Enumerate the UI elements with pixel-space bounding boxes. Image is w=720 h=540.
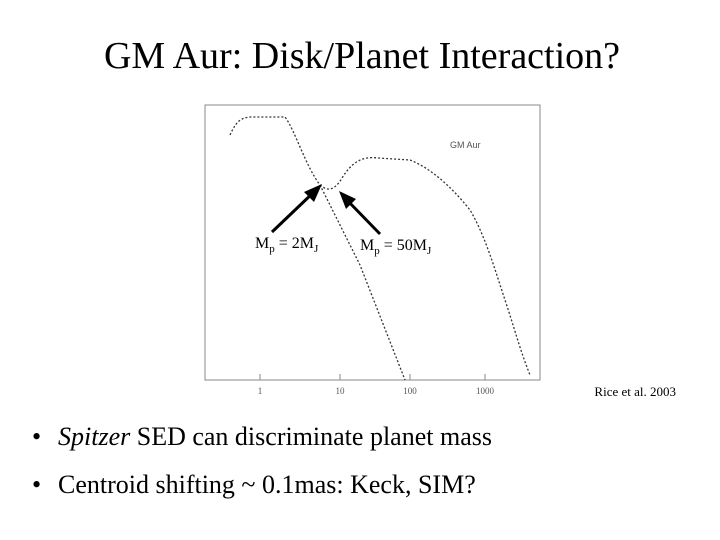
- plot-legend: GM Aur: [450, 140, 481, 150]
- bullet-text: Centroid shifting ~ 0.1mas: Keck, SIM?: [58, 470, 476, 499]
- annotation-2mj: Mp = 2MJ: [255, 235, 319, 255]
- x-tick-label: 1: [258, 386, 263, 396]
- x-tick-label: 10: [336, 386, 346, 396]
- credit: Rice et al. 2003: [594, 384, 676, 399]
- curve-50mj: [319, 156, 531, 376]
- arrows: [270, 184, 382, 236]
- bullet-emphasis: Spitzer: [58, 422, 131, 451]
- bullet-text: SED can discriminate planet mass: [130, 422, 492, 451]
- curve-2mj: [229, 116, 406, 381]
- plot-frame: [204, 104, 541, 381]
- sed-plot: [204, 104, 541, 381]
- x-tick-label: 1000: [476, 386, 495, 396]
- x-tick-label: 100: [403, 386, 417, 396]
- x-ticks: [259, 374, 486, 380]
- bullet: Centroid shifting ~ 0.1mas: Keck, SIM?: [32, 470, 476, 500]
- bullet: Spitzer SED can discriminate planet mass: [32, 422, 492, 452]
- title: GM Aur: Disk/Planet Interaction?: [104, 35, 620, 77]
- annotation-50mj: Mp = 50MJ: [360, 237, 432, 257]
